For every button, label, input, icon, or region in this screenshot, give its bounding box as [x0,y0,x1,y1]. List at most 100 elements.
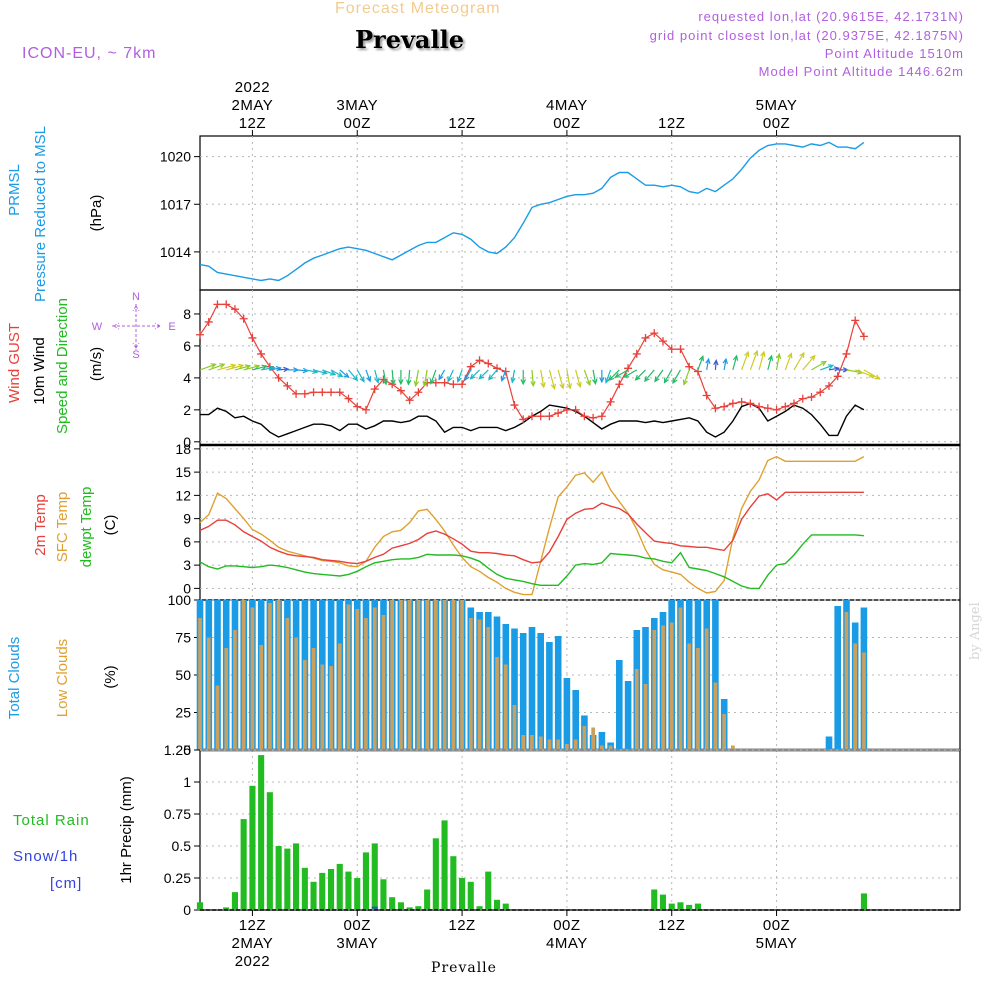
wind-direction-arrow [575,369,581,387]
low-cloud-bar [285,618,290,750]
dewpt-temp-line [199,534,864,590]
pressure-ytick-label: 1014 [160,244,191,260]
low-cloud-bar [538,736,543,750]
wind-arrow-head [329,370,337,376]
low-cloud-bar [687,643,692,750]
top-time-label: 5MAY [756,97,798,114]
wind-direction-arrow [322,369,336,376]
wind-arrow-head [592,378,598,386]
low-cloud-bar [844,612,849,750]
wind-gust-marker [615,380,624,389]
precip-label-rain: Total Rain [13,812,90,829]
wind-arrow-head [787,352,793,359]
wind-direction-arrow [261,366,275,371]
wind-arrow-head [550,383,556,391]
wind-arrow-head [634,374,641,381]
wind-direction-arrow [697,356,704,371]
low-cloud-bar [643,684,648,750]
wind-direction-arrow [313,369,327,374]
precip-ytick-label: 0.5 [172,838,192,854]
wind-gust-marker [711,404,720,413]
top-time-label: 2022 [235,79,270,96]
low-cloud-bar [591,727,595,750]
rain-bar [196,902,203,910]
rain-bar [266,792,273,910]
low-cloud-bar [556,739,560,750]
low-cloud-bar [407,600,412,750]
wind-ytick-label: 0 [183,434,191,450]
wind-arrow-head [827,364,835,370]
total-cloud-bar [572,690,579,750]
wind-direction-arrow [252,365,267,371]
wind-gust-marker [554,409,563,418]
wind-ytick-label: 2 [183,402,191,418]
low-cloud-bar [565,744,569,750]
low-cloud-bar [364,618,368,750]
temperature-ytick-label: 15 [175,464,191,480]
temperature-ytick-label: 6 [183,534,191,550]
rain-bar [345,871,352,910]
wind-gust-marker [484,359,493,368]
total-cloud-bar [624,681,632,750]
wind-gust-marker [257,349,266,358]
low-cloud-bar [276,600,281,750]
wind-gust-marker [798,394,807,403]
wind-gust-marker [527,412,536,421]
total-cloud-bar [563,678,571,750]
wind-arrow-head [244,364,252,370]
low-cloud-bar [521,735,526,750]
wind-gust-marker [624,364,633,373]
total-cloud-bar [519,633,527,750]
top-time-label: 12Z [239,115,266,132]
wind-arrow-head [219,363,226,369]
wind-gust-marker [292,389,301,398]
rain-bar [240,819,247,910]
rain-bar [659,894,666,910]
wind-gust-marker [632,349,641,358]
temperature-ytick-label: 18 [175,441,191,457]
wind-arrow-head [261,364,268,370]
low-cloud-bar [215,685,220,750]
pressure-ytick-label: 1020 [160,149,191,165]
rain-bar [467,881,474,910]
pressure-label-prmsl: PRMSL [6,164,23,216]
compass-north: N [132,291,140,303]
wind-arrow-head [210,363,217,369]
wind-arrow-head [833,366,841,372]
wind-arrow-head [422,380,428,388]
wind-direction-arrow [654,369,664,382]
pressure-ylabel: (hPa) [88,195,105,232]
pressure-ytick-label: 1017 [160,196,191,212]
wind-ytick-label: 4 [183,370,191,386]
wind-gust-marker [493,364,502,373]
clouds-ytick-label: 100 [168,592,192,608]
low-cloud-bar [425,600,429,750]
bottom-time-label: 2MAY [232,935,274,952]
wind-gust-line [199,303,865,421]
rain-bar [293,843,300,910]
wind-gust-marker [405,396,414,405]
wind-gust-marker [300,389,309,398]
precip-ytick-label: 0 [183,902,191,918]
temp-2m-line [199,491,864,565]
precip-ytick-label: 1.25 [164,742,191,758]
low-cloud-bar [469,618,473,750]
wind-arrow-head [382,379,388,386]
low-cloud-bar [652,630,657,750]
model-point-altitude: Model Point Altitude 1446.62m [758,64,964,79]
low-cloud-bar [547,739,552,750]
wind-gust-marker [816,388,825,397]
wind-arrow-head [672,377,678,385]
grid-point-coordinates: grid point closest lon,lat (20.9375E, 42… [649,28,964,43]
top-time-label: 12Z [448,115,475,132]
wind-arrow-head [500,375,506,382]
wind-direction-arrow [488,369,498,380]
wind-gust-marker [772,405,781,414]
low-cloud-bar [233,630,237,750]
low-cloud-bar [311,648,316,750]
wind-arrow-head [352,375,359,382]
wind-arrow-head [413,380,419,388]
low-cloud-bar [669,622,674,750]
wind-arrow-head [456,376,462,383]
wind-arrow-head [682,379,688,386]
